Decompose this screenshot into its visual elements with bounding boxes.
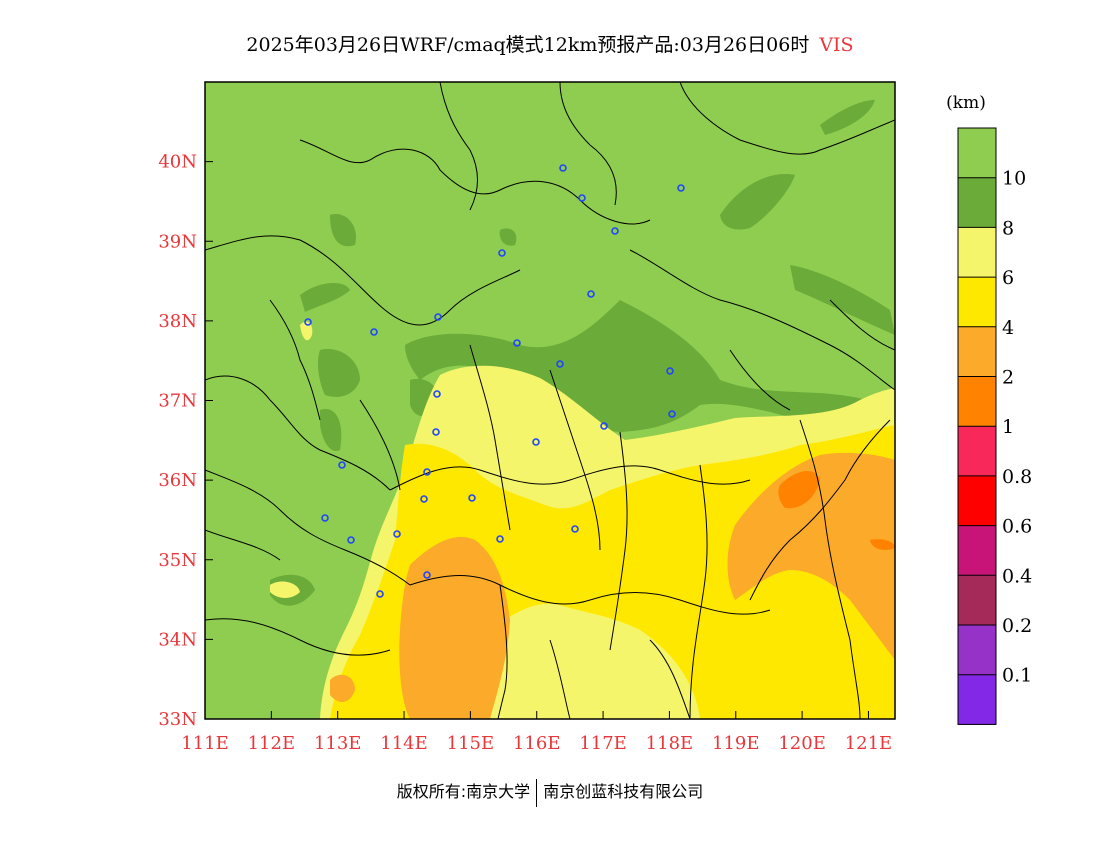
lon-tick-label: 119E: [712, 733, 760, 754]
colorbar-label: 4: [1002, 317, 1014, 339]
lon-tick-label: 112E: [248, 733, 296, 754]
colorbar-swatch: [958, 625, 996, 676]
colorbar-label: 10: [1002, 168, 1026, 190]
lon-tick-label: 115E: [447, 733, 495, 754]
lat-tick-label: 40N: [158, 152, 197, 173]
colorbar-swatch: [958, 177, 996, 228]
lat-tick-label: 37N: [158, 391, 197, 412]
lon-tick-label: 118E: [646, 733, 694, 754]
unit-label: (km): [946, 93, 986, 113]
colorbar-label: 0.8: [1002, 466, 1032, 488]
colorbar-label: 2: [1002, 367, 1014, 389]
colorbar-swatch: [958, 277, 996, 328]
city-markers: [304, 164, 685, 598]
variable-label: VIS: [819, 34, 854, 56]
map-title: 2025年03月26日WRF/cmaq模式12km预报产品:03月26日06时 V…: [0, 30, 1100, 57]
lon-tick-label: 114E: [380, 733, 428, 754]
colorbar-label: 0.6: [1002, 516, 1032, 538]
visibility-field: [205, 82, 895, 719]
colorbar-swatch: [958, 326, 996, 377]
colorbar: 10 8 6 4 2 1 0.8 0.6 0.4 0.2 0.1: [957, 127, 1032, 725]
lon-tick-label: 116E: [513, 733, 561, 754]
colorbar-swatch: [958, 426, 996, 477]
copyright-label: 版权所有:南京大学: [396, 782, 531, 801]
vis-1-2-region: [778, 470, 820, 509]
longitude-axis: 111E 112E 113E 114E 115E 116E 117E 118E 119E 120E…: [181, 711, 892, 754]
footer: 版权所有:南京大学 南京创蓝科技有限公司: [0, 778, 1100, 807]
colorbar-swatch: [958, 525, 996, 576]
title-text: 2025年03月26日WRF/cmaq模式12km预报产品:03月26日06时: [246, 34, 810, 56]
colorbar-label: 0.1: [1002, 665, 1032, 687]
colorbar-swatch: [958, 475, 996, 527]
colorbar-swatch: [958, 128, 996, 179]
latitude-axis: 33N 34N 35N 36N 37N 38N 39N 40N: [158, 152, 213, 730]
lon-tick-label: 117E: [579, 733, 627, 754]
lon-tick-label: 120E: [778, 733, 826, 754]
colorbar-swatch: [958, 674, 996, 725]
lat-tick-label: 33N: [158, 709, 197, 730]
vis-2-4-region: [399, 536, 510, 719]
colorbar-label: 0.4: [1002, 565, 1032, 587]
colorbar-swatch: [958, 575, 996, 626]
colorbar-label: 0.2: [1002, 615, 1032, 637]
colorbar-swatch: [958, 227, 996, 278]
colorbar-label: 8: [1002, 217, 1014, 239]
colorbar-label: 1: [1002, 416, 1014, 438]
lat-tick-label: 39N: [158, 231, 197, 252]
footer-separator: [536, 778, 538, 807]
admin-boundaries: [205, 82, 895, 719]
lat-tick-label: 35N: [158, 550, 197, 571]
lat-tick-label: 36N: [158, 470, 197, 491]
lon-tick-label: 111E: [181, 733, 229, 754]
lat-tick-label: 38N: [158, 311, 197, 332]
lat-tick-label: 34N: [158, 629, 197, 650]
lon-tick-label: 121E: [845, 733, 893, 754]
lon-tick-label: 113E: [314, 733, 362, 754]
colorbar-swatch: [958, 376, 996, 427]
company-label: 南京创蓝科技有限公司: [543, 782, 704, 801]
colorbar-label: 6: [1002, 267, 1014, 289]
